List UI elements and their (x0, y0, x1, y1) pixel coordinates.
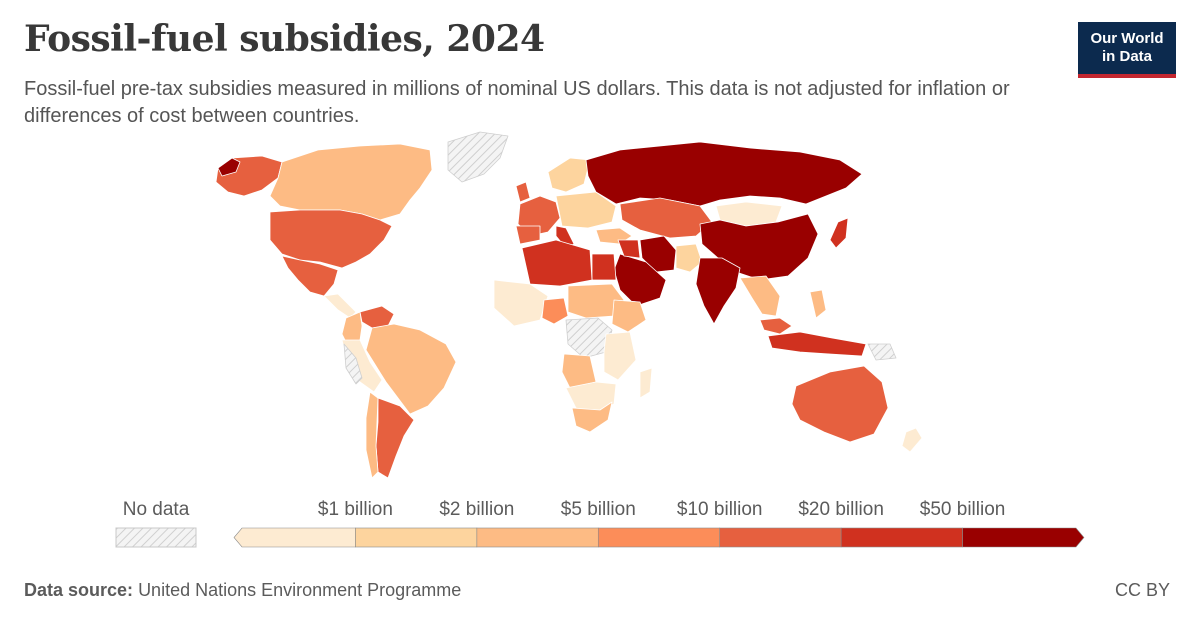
data-source: Data source: United Nations Environment … (24, 580, 461, 601)
region-philippines[interactable] (809, 289, 827, 319)
legend-no-data-swatch (115, 527, 197, 548)
data-source-label: Data source: (24, 580, 134, 600)
legend-threshold-label: $2 billion (439, 499, 514, 520)
region-new-zealand[interactable] (901, 427, 923, 453)
region-malaysia[interactable] (759, 317, 793, 335)
legend-threshold-label: $10 billion (677, 499, 763, 520)
region-papua-nodata[interactable] (867, 343, 897, 361)
legend-no-data-label: No data (123, 499, 190, 520)
legend-threshold-label: $1 billion (318, 499, 393, 520)
region-south-africa[interactable] (571, 401, 613, 433)
region-uk[interactable] (515, 181, 531, 203)
region-argentina[interactable] (375, 397, 415, 479)
legend-bin-2[interactable] (476, 527, 599, 548)
region-ethiopia[interactable] (611, 299, 647, 333)
region-brazil[interactable] (365, 323, 457, 415)
region-iraq[interactable] (617, 239, 641, 259)
data-source-text: United Nations Environment Programme (138, 580, 462, 600)
legend-bin-0[interactable] (233, 527, 356, 548)
region-egypt[interactable] (591, 253, 617, 281)
legend-bin-5[interactable] (840, 527, 963, 548)
region-canada[interactable] (269, 143, 433, 221)
chart-subtitle: Fossil-fuel pre-tax subsidies measured i… (24, 78, 1010, 127)
region-pakistan[interactable] (675, 243, 703, 273)
region-nigeria[interactable] (541, 297, 569, 325)
region-alaska-west[interactable] (217, 157, 241, 177)
region-mexico[interactable] (281, 255, 339, 297)
legend-bin-4[interactable] (719, 527, 842, 548)
owid-logo[interactable]: Our World in Data (1078, 22, 1176, 78)
region-greenland[interactable] (447, 131, 509, 183)
region-usa[interactable] (269, 209, 393, 269)
legend-threshold-label: $50 billion (920, 499, 1006, 520)
region-indonesia[interactable] (767, 331, 867, 357)
logo-line-1: Our World (1090, 30, 1164, 47)
region-chile[interactable] (365, 391, 379, 479)
region-west-africa[interactable] (493, 279, 549, 327)
legend-bin-1[interactable] (355, 527, 478, 548)
legend-threshold-label: $20 billion (798, 499, 884, 520)
region-japan[interactable] (829, 217, 849, 249)
region-india[interactable] (695, 257, 741, 325)
region-spain[interactable] (515, 225, 541, 245)
legend-bin-6[interactable] (962, 527, 1085, 548)
region-scandinavia[interactable] (547, 157, 591, 193)
license-link[interactable]: CC BY (1114, 580, 1170, 600)
legend-threshold-label: $5 billion (561, 499, 636, 520)
region-madagascar[interactable] (639, 367, 653, 399)
logo-line-2: in Data (1101, 48, 1152, 65)
region-australia[interactable] (791, 365, 889, 443)
region-iran[interactable] (639, 235, 677, 273)
region-southeast-asia[interactable] (739, 275, 781, 317)
chart-title: Fossil-fuel subsidies, 2024 (24, 18, 545, 60)
region-russia[interactable] (585, 141, 863, 207)
region-south-america-nodata[interactable] (343, 343, 363, 385)
region-east-africa[interactable] (603, 331, 637, 381)
legend-bin-3[interactable] (597, 527, 721, 548)
region-central-asia[interactable] (619, 197, 713, 239)
region-central-america[interactable] (323, 293, 357, 319)
